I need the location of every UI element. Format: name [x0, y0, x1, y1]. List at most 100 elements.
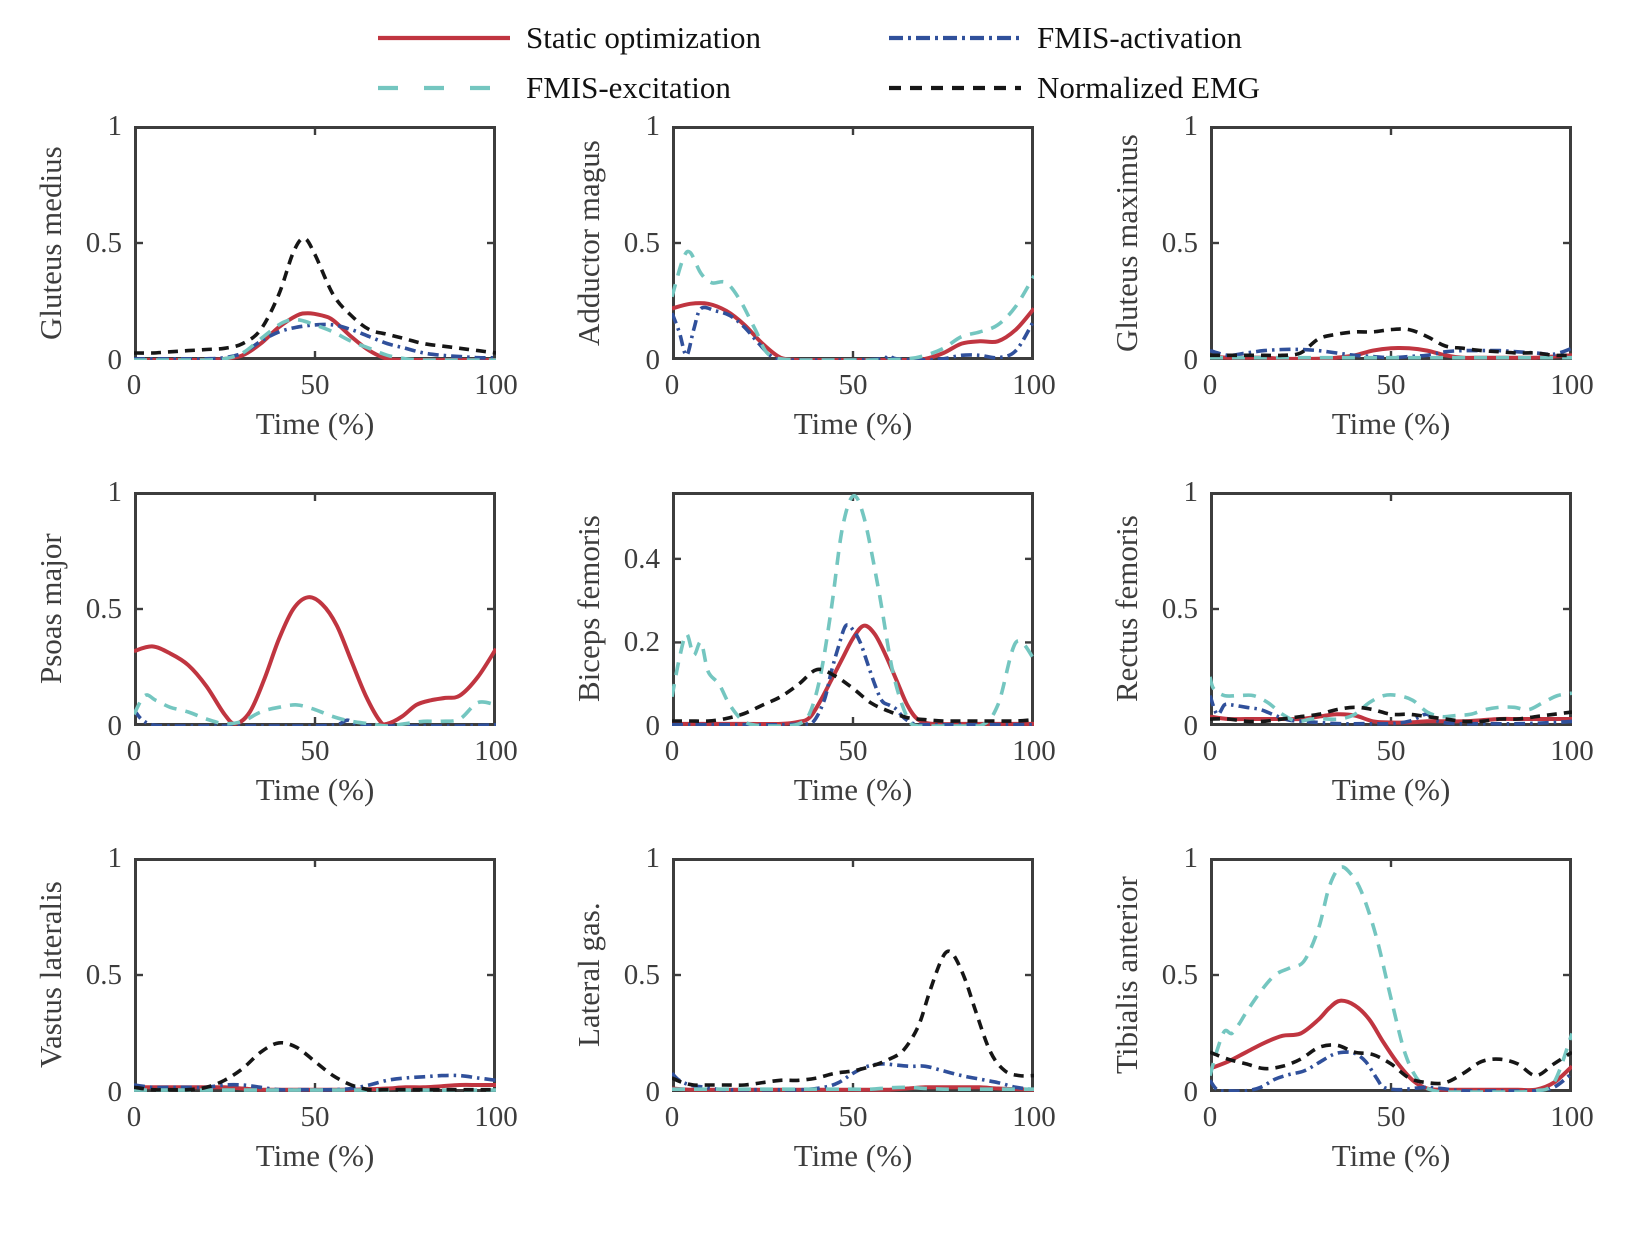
figure-legend: Static optimization FMIS-activation FMIS… — [377, 20, 1260, 106]
y-tick-label: 0.5 — [1161, 227, 1198, 259]
series-activation-curve — [1210, 1050, 1572, 1092]
x-axis-label: Time (%) — [793, 1138, 913, 1173]
dashed-teal-line-icon — [377, 85, 510, 91]
x-tick-label: 50 — [300, 1101, 330, 1133]
legend-label: Static optimization — [525, 20, 762, 55]
series-static-curve — [1210, 346, 1572, 360]
x-tick-label: 0 — [664, 735, 680, 767]
legend-label: FMIS-activation — [1037, 20, 1242, 55]
series-static-curve — [1210, 998, 1572, 1092]
x-tick-label: 50 — [1376, 735, 1406, 767]
legend-item-static-optimization: Static optimization — [377, 20, 762, 56]
x-tick-label: 100 — [1550, 735, 1594, 767]
y-tick-label: 0 — [645, 1076, 661, 1108]
series-activation-curve — [134, 708, 496, 726]
x-tick-label: 0 — [664, 1101, 680, 1133]
series-emg-curve — [134, 236, 496, 355]
plot-area — [672, 858, 1034, 1092]
series-emg-curve — [1210, 1043, 1572, 1086]
x-axis-label: Time (%) — [1331, 1138, 1451, 1173]
series-static-curve — [134, 311, 496, 360]
y-tick-label: 0 — [645, 344, 661, 376]
x-axis-label: Time (%) — [255, 406, 375, 441]
y-tick-label: 0 — [1183, 1076, 1199, 1108]
series-activation-curve — [672, 305, 1034, 360]
series-excitation-curve — [134, 317, 496, 360]
x-tick-label: 0 — [664, 369, 680, 401]
legend-item-normalized-emg: Normalized EMG — [889, 70, 1260, 106]
x-tick-label: 100 — [474, 1101, 518, 1133]
x-tick-label: 50 — [838, 369, 868, 401]
subplot-biceps-femoris: Biceps femoris Time (%) 0 0.2 0.4 0 50 100 — [560, 474, 1098, 840]
y-tick-label: 0 — [1183, 710, 1199, 742]
y-tick-label: 1 — [1183, 476, 1199, 508]
series-emg-curve — [672, 949, 1034, 1087]
x-tick-label: 100 — [1012, 1101, 1056, 1133]
y-tick-label: 0.4 — [623, 542, 660, 575]
subplot-tibialis-anterior: Tibialis anterior Time (%) 0 0.5 1 0 50 100 — [1098, 840, 1636, 1206]
axes-frame — [1210, 492, 1572, 726]
x-tick-label: 100 — [474, 369, 518, 401]
plot-area — [1210, 492, 1572, 726]
subplot-grid: Gluteus medius Time (%) 0 0.5 1 0 50 100 Addu… — [22, 108, 1638, 1206]
x-tick-label: 0 — [126, 735, 142, 767]
y-tick-label: 0.5 — [85, 959, 122, 991]
plot-area — [1210, 126, 1572, 360]
series-emg-curve — [672, 667, 1034, 723]
x-tick-label: 0 — [126, 369, 142, 401]
x-tick-label: 50 — [300, 735, 330, 767]
y-tick-label: 1 — [107, 476, 123, 508]
subplot-vastus-lateralis: Vastus lateralis Time (%) 0 0.5 1 0 50 100 — [22, 840, 560, 1206]
series-emg-curve — [1210, 327, 1572, 358]
x-tick-label: 100 — [474, 735, 518, 767]
x-tick-label: 100 — [1012, 735, 1056, 767]
series-excitation-curve — [672, 249, 1034, 360]
y-tick-label: 0.5 — [85, 593, 122, 625]
plot-area — [134, 126, 496, 360]
y-tick-label: 1 — [645, 842, 661, 874]
series-static-curve — [672, 301, 1034, 360]
series-emg-curve — [1210, 705, 1572, 724]
subplot-gluteus-maximus: Gluteus maximus Time (%) 0 0.5 1 0 50 100 — [1098, 108, 1636, 474]
plot-area — [134, 492, 496, 726]
x-tick-label: 100 — [1550, 1101, 1594, 1133]
x-tick-label: 100 — [1012, 369, 1056, 401]
plot-area — [134, 858, 496, 1092]
y-tick-label: 0.5 — [1161, 959, 1198, 991]
y-tick-label: 1 — [645, 110, 661, 142]
series-static-curve — [134, 595, 496, 726]
axes-frame — [134, 492, 496, 726]
dash-dot-blue-line-icon — [889, 35, 1022, 41]
plot-area — [672, 492, 1034, 726]
x-tick-label: 100 — [1550, 369, 1594, 401]
y-axis-label: Biceps femoris — [571, 515, 606, 703]
x-tick-label: 50 — [838, 735, 868, 767]
y-tick-label: 0.5 — [1161, 593, 1198, 625]
axes-frame — [672, 492, 1034, 726]
axes-frame — [672, 126, 1034, 360]
axes-frame — [1210, 126, 1572, 360]
series-emg-curve — [134, 1040, 496, 1092]
x-axis-label: Time (%) — [793, 772, 913, 807]
x-axis-label: Time (%) — [255, 1138, 375, 1173]
subplot-gluteus-medius: Gluteus medius Time (%) 0 0.5 1 0 50 100 — [22, 108, 560, 474]
y-tick-label: 1 — [1183, 110, 1199, 142]
dashed-black-line-icon — [889, 85, 1022, 91]
axes-frame — [134, 858, 496, 1092]
x-axis-label: Time (%) — [1331, 406, 1451, 441]
plot-area — [672, 126, 1034, 360]
y-tick-label: 1 — [107, 110, 123, 142]
legend-item-fmis-excitation: FMIS-excitation — [377, 70, 761, 106]
y-tick-label: 1 — [1183, 842, 1199, 874]
solid-red-line-icon — [377, 35, 510, 41]
x-tick-label: 0 — [1202, 1101, 1218, 1133]
x-tick-label: 50 — [300, 369, 330, 401]
legend-label: Normalized EMG — [1037, 70, 1260, 105]
y-tick-label: 0.5 — [85, 227, 122, 259]
y-tick-label: 1 — [107, 842, 123, 874]
legend-item-fmis-activation: FMIS-activation — [889, 20, 1260, 56]
subplot-adductor-magus: Adductor magus Time (%) 0 0.5 1 0 50 100 — [560, 108, 1098, 474]
x-tick-label: 0 — [1202, 735, 1218, 767]
series-activation-curve — [1210, 694, 1572, 726]
x-tick-label: 50 — [1376, 369, 1406, 401]
